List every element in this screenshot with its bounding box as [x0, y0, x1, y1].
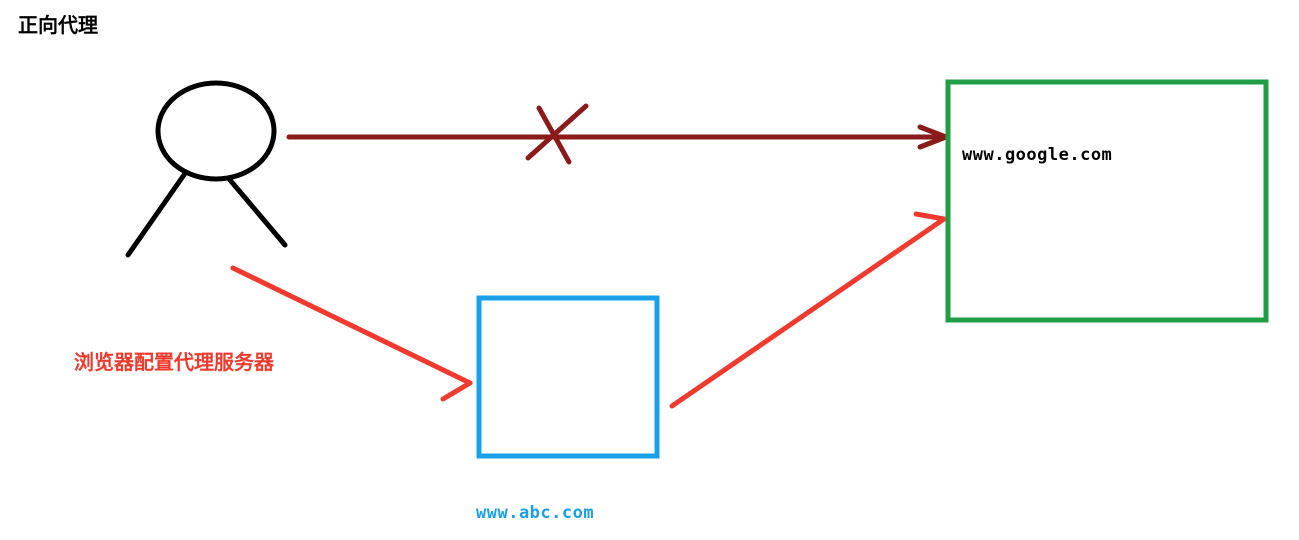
user-figure — [125, 80, 288, 258]
proxy-to-target-arrow-line — [669, 216, 947, 409]
proxy-server-box — [476, 295, 660, 459]
proxy-server-label: www.abc.com — [476, 503, 595, 523]
user-left-leg — [125, 169, 189, 258]
user-to-proxy-arrow-line — [230, 265, 473, 386]
user-to-proxy-arrow-head — [440, 380, 473, 402]
target-server-box — [945, 79, 1269, 323]
page-title: 正向代理 — [18, 13, 98, 37]
proxy-config-caption: 浏览器配置代理服务器 — [74, 350, 274, 374]
blocked-direct-path — [286, 103, 949, 165]
proxy-to-target-arrow-head — [913, 211, 947, 222]
user-head — [155, 80, 277, 182]
target-server-label: www.google.com — [962, 145, 1113, 165]
user-right-leg — [227, 177, 288, 248]
blocked-cross-stroke-2 — [525, 103, 589, 161]
proxy-path — [230, 211, 947, 409]
